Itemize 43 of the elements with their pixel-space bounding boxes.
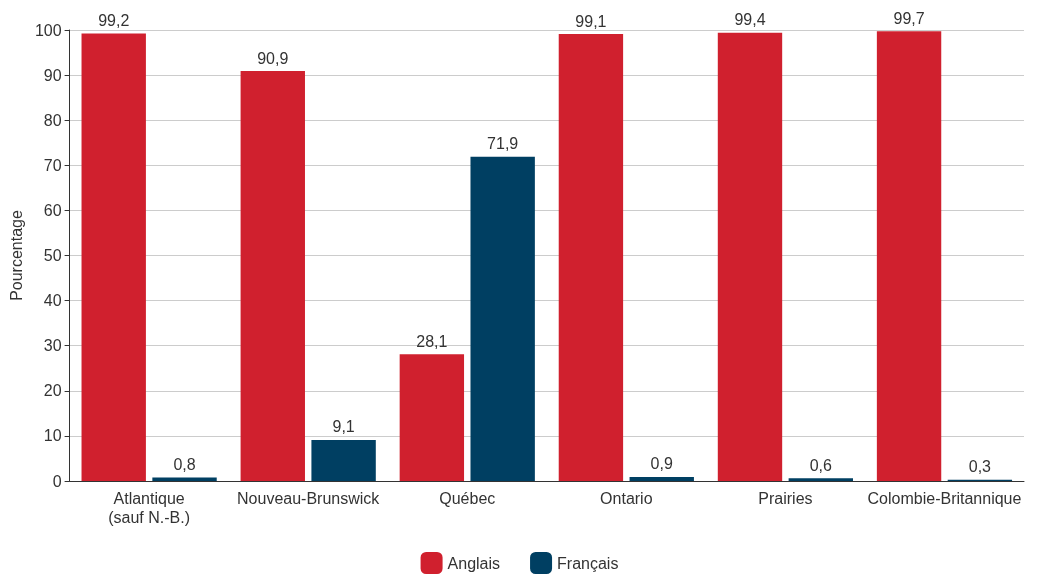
bar: [788, 478, 853, 481]
bar: [240, 71, 305, 481]
data-label: 28,1: [416, 332, 448, 350]
x-tick-label: Prairies: [758, 490, 813, 507]
bar: [399, 354, 465, 481]
y-tick-label: 90: [43, 66, 62, 84]
y-tick-label: 10: [43, 427, 62, 445]
bar: [470, 156, 535, 481]
data-label: 0,9: [650, 455, 673, 473]
data-label: 0,3: [968, 458, 992, 476]
y-tick-label: 50: [43, 247, 62, 264]
legend-label: Français: [557, 554, 619, 572]
bar: [629, 476, 694, 481]
legend-label: Anglais: [447, 554, 501, 572]
y-tick-label: 100: [34, 21, 62, 39]
data-label: 90,9: [257, 49, 289, 67]
bar: [876, 31, 942, 481]
x-tick-label: Québec: [439, 490, 496, 507]
x-tick-label: Colombie-Britannique: [867, 490, 1022, 507]
data-label: 99,7: [893, 9, 925, 27]
y-axis-title: Pourcentage: [7, 210, 25, 301]
y-tick-label: 70: [43, 156, 62, 174]
y-tick-label: 20: [43, 382, 62, 400]
x-tick-label: Ontario: [600, 490, 653, 507]
x-tick-label: Nouveau-Brunswick: [237, 490, 381, 507]
bar: [152, 477, 217, 481]
bar: [558, 34, 624, 481]
data-label: 0,6: [809, 456, 833, 474]
data-label: 99,1: [575, 12, 607, 30]
y-tick-label: 0: [52, 472, 62, 490]
y-tick-label: 60: [43, 201, 62, 219]
data-label: 0,8: [173, 455, 196, 473]
bar: [717, 32, 783, 481]
data-label: 9,1: [332, 418, 355, 436]
y-tick-label: 30: [43, 337, 62, 355]
data-label: 99,4: [734, 11, 766, 29]
bar: [311, 439, 376, 481]
data-label: 99,2: [98, 12, 130, 30]
data-label: 71,9: [487, 135, 519, 153]
y-tick-label: 80: [43, 111, 62, 129]
bar: [81, 33, 146, 481]
x-tick-label: Atlantique (sauf N.-B.): [108, 490, 191, 526]
y-tick-label: 40: [43, 292, 62, 310]
